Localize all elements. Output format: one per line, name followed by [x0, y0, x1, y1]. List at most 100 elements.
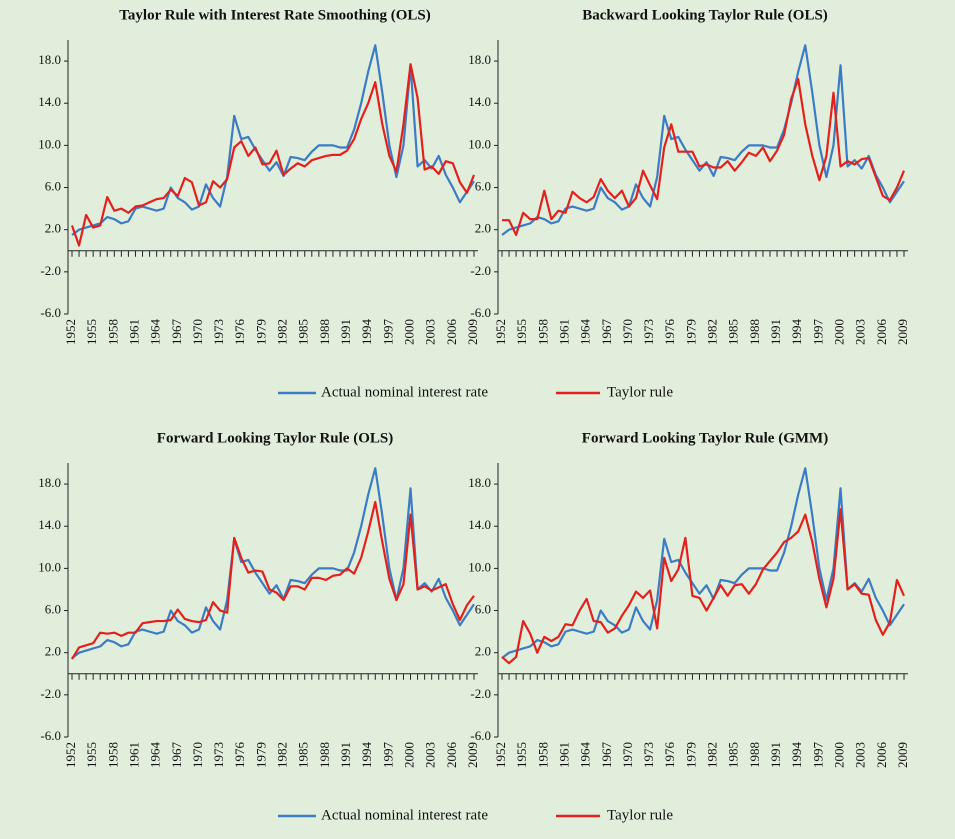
- x-tick-label: 2006: [874, 742, 889, 769]
- x-tick-label: 1964: [148, 742, 163, 769]
- x-tick-label: 1973: [641, 319, 656, 345]
- x-tick-label: 1958: [105, 319, 120, 345]
- y-tick-label: -6.0: [40, 728, 61, 743]
- y-tick-label: 14.0: [468, 517, 491, 532]
- x-tick-label: 2006: [874, 319, 889, 346]
- x-tick-label: 1994: [789, 742, 804, 769]
- y-tick-label: 2.0: [475, 221, 491, 236]
- y-tick-label: -2.0: [470, 686, 491, 701]
- x-tick-label: 1970: [190, 742, 205, 768]
- x-tick-label: 1955: [84, 742, 99, 768]
- y-tick-label: 10.0: [38, 136, 61, 151]
- x-tick-label: 1985: [726, 319, 741, 345]
- series-line: [71, 467, 475, 659]
- x-tick-label: 1979: [253, 742, 268, 768]
- y-tick-label: 10.0: [38, 559, 61, 574]
- x-tick-label: 1994: [789, 319, 804, 346]
- x-tick-label: 1982: [275, 319, 290, 345]
- x-tick-label: 1982: [705, 319, 720, 345]
- y-tick-label: 6.0: [475, 179, 491, 194]
- x-tick-label: 1979: [683, 319, 698, 345]
- x-tick-label: 1991: [768, 319, 783, 345]
- series-line: [501, 508, 906, 665]
- x-tick-label: 1967: [599, 742, 614, 769]
- x-tick-label: 2000: [402, 319, 417, 345]
- x-tick-label: 1952: [63, 319, 78, 345]
- legend-label: Taylor rule: [607, 384, 673, 400]
- x-tick-label: 1952: [63, 742, 78, 768]
- x-tick-label: 1967: [599, 319, 614, 346]
- x-tick-label: 2003: [423, 319, 438, 345]
- x-tick-label: 1979: [253, 319, 268, 345]
- x-tick-label: 1970: [620, 319, 635, 345]
- y-tick-label: 6.0: [45, 179, 61, 194]
- x-tick-label: 2003: [853, 319, 868, 345]
- x-tick-label: 1967: [169, 742, 184, 769]
- y-tick-label: -6.0: [470, 728, 491, 743]
- y-tick-label: 14.0: [38, 517, 61, 532]
- x-tick-label: 1961: [126, 742, 141, 768]
- x-tick-label: 2000: [832, 319, 847, 345]
- y-tick-label: 18.0: [468, 52, 491, 67]
- x-tick-label: 2009: [465, 319, 480, 345]
- y-tick-label: 18.0: [38, 475, 61, 490]
- x-tick-label: 1964: [578, 319, 593, 346]
- x-tick-label: 1964: [148, 319, 163, 346]
- x-tick-label: 2009: [465, 742, 480, 768]
- series-line: [71, 44, 475, 236]
- x-tick-label: 1964: [578, 742, 593, 769]
- x-tick-label: 1955: [514, 319, 529, 345]
- y-tick-label: 14.0: [468, 94, 491, 109]
- x-tick-label: 1976: [232, 319, 247, 346]
- x-tick-label: 1958: [535, 319, 550, 345]
- x-tick-label: 1988: [747, 742, 762, 768]
- y-tick-label: 14.0: [38, 94, 61, 109]
- x-tick-label: 1988: [317, 742, 332, 768]
- x-tick-label: 1961: [556, 742, 571, 768]
- y-tick-label: 2.0: [475, 644, 491, 659]
- x-tick-label: 1976: [662, 319, 677, 346]
- x-tick-label: 1952: [493, 319, 508, 345]
- y-tick-label: 18.0: [38, 52, 61, 67]
- x-tick-label: 2006: [444, 742, 459, 769]
- chart-title: Taylor Rule with Interest Rate Smoothing…: [119, 7, 430, 23]
- chart-title: Forward Looking Taylor Rule (OLS): [157, 430, 393, 446]
- x-tick-label: 1985: [726, 742, 741, 768]
- x-tick-label: 1985: [296, 319, 311, 345]
- x-tick-label: 1991: [338, 742, 353, 768]
- chart-title: Backward Looking Taylor Rule (OLS): [582, 7, 828, 23]
- x-tick-label: 1982: [275, 742, 290, 768]
- x-tick-label: 1970: [620, 742, 635, 768]
- x-tick-label: 1991: [338, 319, 353, 345]
- x-tick-label: 2003: [423, 742, 438, 768]
- x-tick-label: 1982: [705, 742, 720, 768]
- x-tick-label: 2000: [832, 742, 847, 768]
- legend-label: Taylor rule: [607, 807, 673, 823]
- series-line: [502, 77, 906, 237]
- x-tick-label: 2006: [444, 319, 459, 346]
- x-tick-label: 1994: [359, 319, 374, 346]
- x-tick-label: 1958: [105, 742, 120, 768]
- x-tick-label: 1958: [535, 742, 550, 768]
- x-tick-label: 1994: [359, 742, 374, 769]
- y-tick-label: 6.0: [475, 602, 491, 617]
- x-tick-label: 1997: [380, 742, 395, 769]
- x-tick-label: 1961: [126, 319, 141, 345]
- series-line: [71, 500, 475, 660]
- x-tick-label: 1970: [190, 319, 205, 345]
- series-line: [501, 467, 905, 659]
- y-tick-label: -2.0: [40, 686, 61, 701]
- x-tick-label: 1973: [211, 319, 226, 345]
- y-tick-label: -6.0: [470, 305, 491, 320]
- x-tick-label: 1976: [662, 742, 677, 769]
- y-tick-label: 10.0: [468, 136, 491, 151]
- y-tick-label: 2.0: [45, 221, 61, 236]
- x-tick-label: 1955: [84, 319, 99, 345]
- x-tick-label: 1997: [810, 742, 825, 769]
- x-tick-label: 1979: [683, 742, 698, 768]
- y-tick-label: -2.0: [40, 263, 61, 278]
- x-tick-label: 1985: [296, 742, 311, 768]
- x-tick-label: 1955: [514, 742, 529, 768]
- x-tick-label: 2000: [402, 742, 417, 768]
